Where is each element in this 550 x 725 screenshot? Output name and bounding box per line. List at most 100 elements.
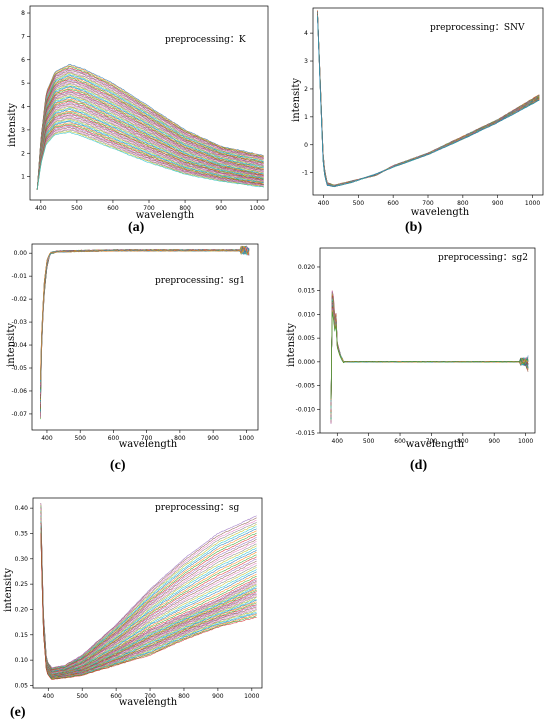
y-tick-label: 0.25 [15, 581, 29, 588]
plot-area: 400 500 600 700 800 900 1000 0.020 0.015 0.010 0.0… [296, 247, 536, 445]
spectrum-line [317, 15, 540, 187]
series-group [317, 10, 540, 188]
spectrum-line [330, 297, 529, 416]
spectrum-line [317, 14, 540, 187]
spectrum-line [40, 245, 250, 415]
spectrum-line [330, 291, 529, 422]
spectrum-line [40, 509, 257, 672]
spectrum-line [317, 14, 540, 187]
spectrum-line [40, 248, 250, 405]
spectrum-line [36, 89, 264, 190]
spectrum-line [317, 11, 540, 186]
y-tick-label: 0 [304, 142, 308, 149]
spectrum-line [317, 15, 540, 187]
x-axis-label: wavelength [411, 207, 470, 218]
spectrum-line [317, 12, 540, 186]
spectrum-line [40, 246, 250, 412]
spectrum-line [40, 246, 250, 386]
spectrum-line [36, 71, 264, 190]
spectrum-line [40, 247, 250, 395]
spectrum-line [317, 15, 540, 188]
spectrum-line [36, 114, 264, 190]
spectrum-line [36, 78, 264, 190]
spectrum-line [40, 521, 257, 677]
y-tick-label: 0.015 [298, 288, 315, 295]
spectrum-line [317, 11, 540, 186]
spectrum-line [36, 129, 264, 190]
spectrum-line [317, 11, 540, 186]
spectrum-line [36, 117, 264, 190]
spectrum-line [330, 301, 529, 412]
y-tick-label: 2 [304, 86, 308, 93]
spectrum-line [330, 308, 529, 405]
y-tick-label: 0.010 [298, 311, 315, 318]
spectrum-line [317, 13, 540, 187]
chart-panel-a: 400 500 600 700 800 900 1000 1 2 3 4 5 6 7 8 preproces… [0, 0, 275, 240]
plot-area: 400 500 600 700 800 900 1000 0.00 -0.01 -0.02 -0.0… [11, 243, 259, 442]
spectrum-line [36, 95, 264, 190]
y-tick-label: 0.35 [15, 530, 29, 537]
y-tick-label: 7 [21, 33, 25, 40]
spectrum-line [40, 246, 250, 380]
plot-frame [31, 243, 259, 431]
spectrum-line [330, 303, 529, 410]
spectrum-line [40, 517, 257, 676]
spectrum-line [40, 249, 250, 390]
spectrum-line [317, 12, 540, 187]
spectrum-line [330, 294, 529, 418]
spectrum-line [317, 13, 540, 187]
caption: (a) [128, 220, 145, 235]
spectrum-line [40, 245, 250, 416]
spectrum-line [36, 66, 264, 190]
annotation: preprocessing：sg2 [438, 253, 528, 263]
x-axis-label: wavelength [119, 697, 178, 708]
spectrum-line [317, 12, 540, 187]
spectrum-line [317, 15, 540, 187]
spectrum-line [36, 86, 264, 190]
x-tick-label: 900 [207, 435, 219, 442]
y-tick-label: -0.03 [11, 319, 27, 326]
spectrum-line [36, 74, 264, 190]
spectrum-line [330, 305, 529, 409]
x-tick-label: 700 [426, 438, 438, 445]
spectrum-line [330, 290, 529, 424]
annotation: preprocessing：sg1 [155, 276, 245, 286]
spectrum-line [36, 103, 264, 190]
spectrum-line [40, 247, 250, 420]
spectrum-line [317, 11, 540, 186]
spectrum-line [330, 299, 529, 413]
y-axis-label: intensity [291, 78, 302, 122]
y-tick-label: 4 [21, 104, 25, 111]
y-tick-label: -1 [302, 170, 308, 177]
spectrum-line [36, 111, 264, 190]
spectrum-line [330, 301, 529, 413]
x-tick-label: 600 [108, 435, 120, 442]
spectrum-line [36, 65, 264, 190]
spectrum-line [317, 12, 540, 186]
x-tick-label: 1000 [239, 435, 254, 442]
spectrum-line [36, 100, 264, 190]
x-tick-label: 1000 [250, 205, 265, 212]
y-tick-label: 8 [21, 10, 25, 17]
spectrum-line [40, 246, 250, 381]
spectrum-line [36, 108, 264, 190]
spectrum-line [330, 301, 529, 411]
spectrum-line [36, 120, 264, 190]
spectrum-line [40, 522, 257, 677]
spectrum-line [317, 12, 540, 186]
chart-b: 400 500 600 700 800 900 1000 -1 0 1 2 3 4 preprocess… [291, 7, 544, 218]
x-tick-label: 900 [212, 693, 224, 700]
x-tick-label: 500 [74, 435, 86, 442]
chart-panel-e: 400 500 600 700 800 900 1000 0.05 0.10 0.15 0.20 0.… [0, 480, 275, 725]
spectrum-line [330, 311, 529, 401]
annotation: preprocessing：sg [155, 503, 240, 513]
y-tick-label: 4 [304, 30, 308, 37]
y-tick-label: 0.15 [15, 632, 29, 639]
spectrum-line [40, 247, 250, 406]
spectrum-line [36, 68, 264, 190]
y-tick-label: 0.005 [298, 335, 315, 342]
chart-c: 400 500 600 700 800 900 1000 0.00 -0.01 -0.02 -0.0… [6, 243, 259, 450]
x-axis-label: wavelength [136, 210, 195, 221]
spectrum-line [330, 311, 529, 402]
spectrum-line [317, 16, 540, 188]
